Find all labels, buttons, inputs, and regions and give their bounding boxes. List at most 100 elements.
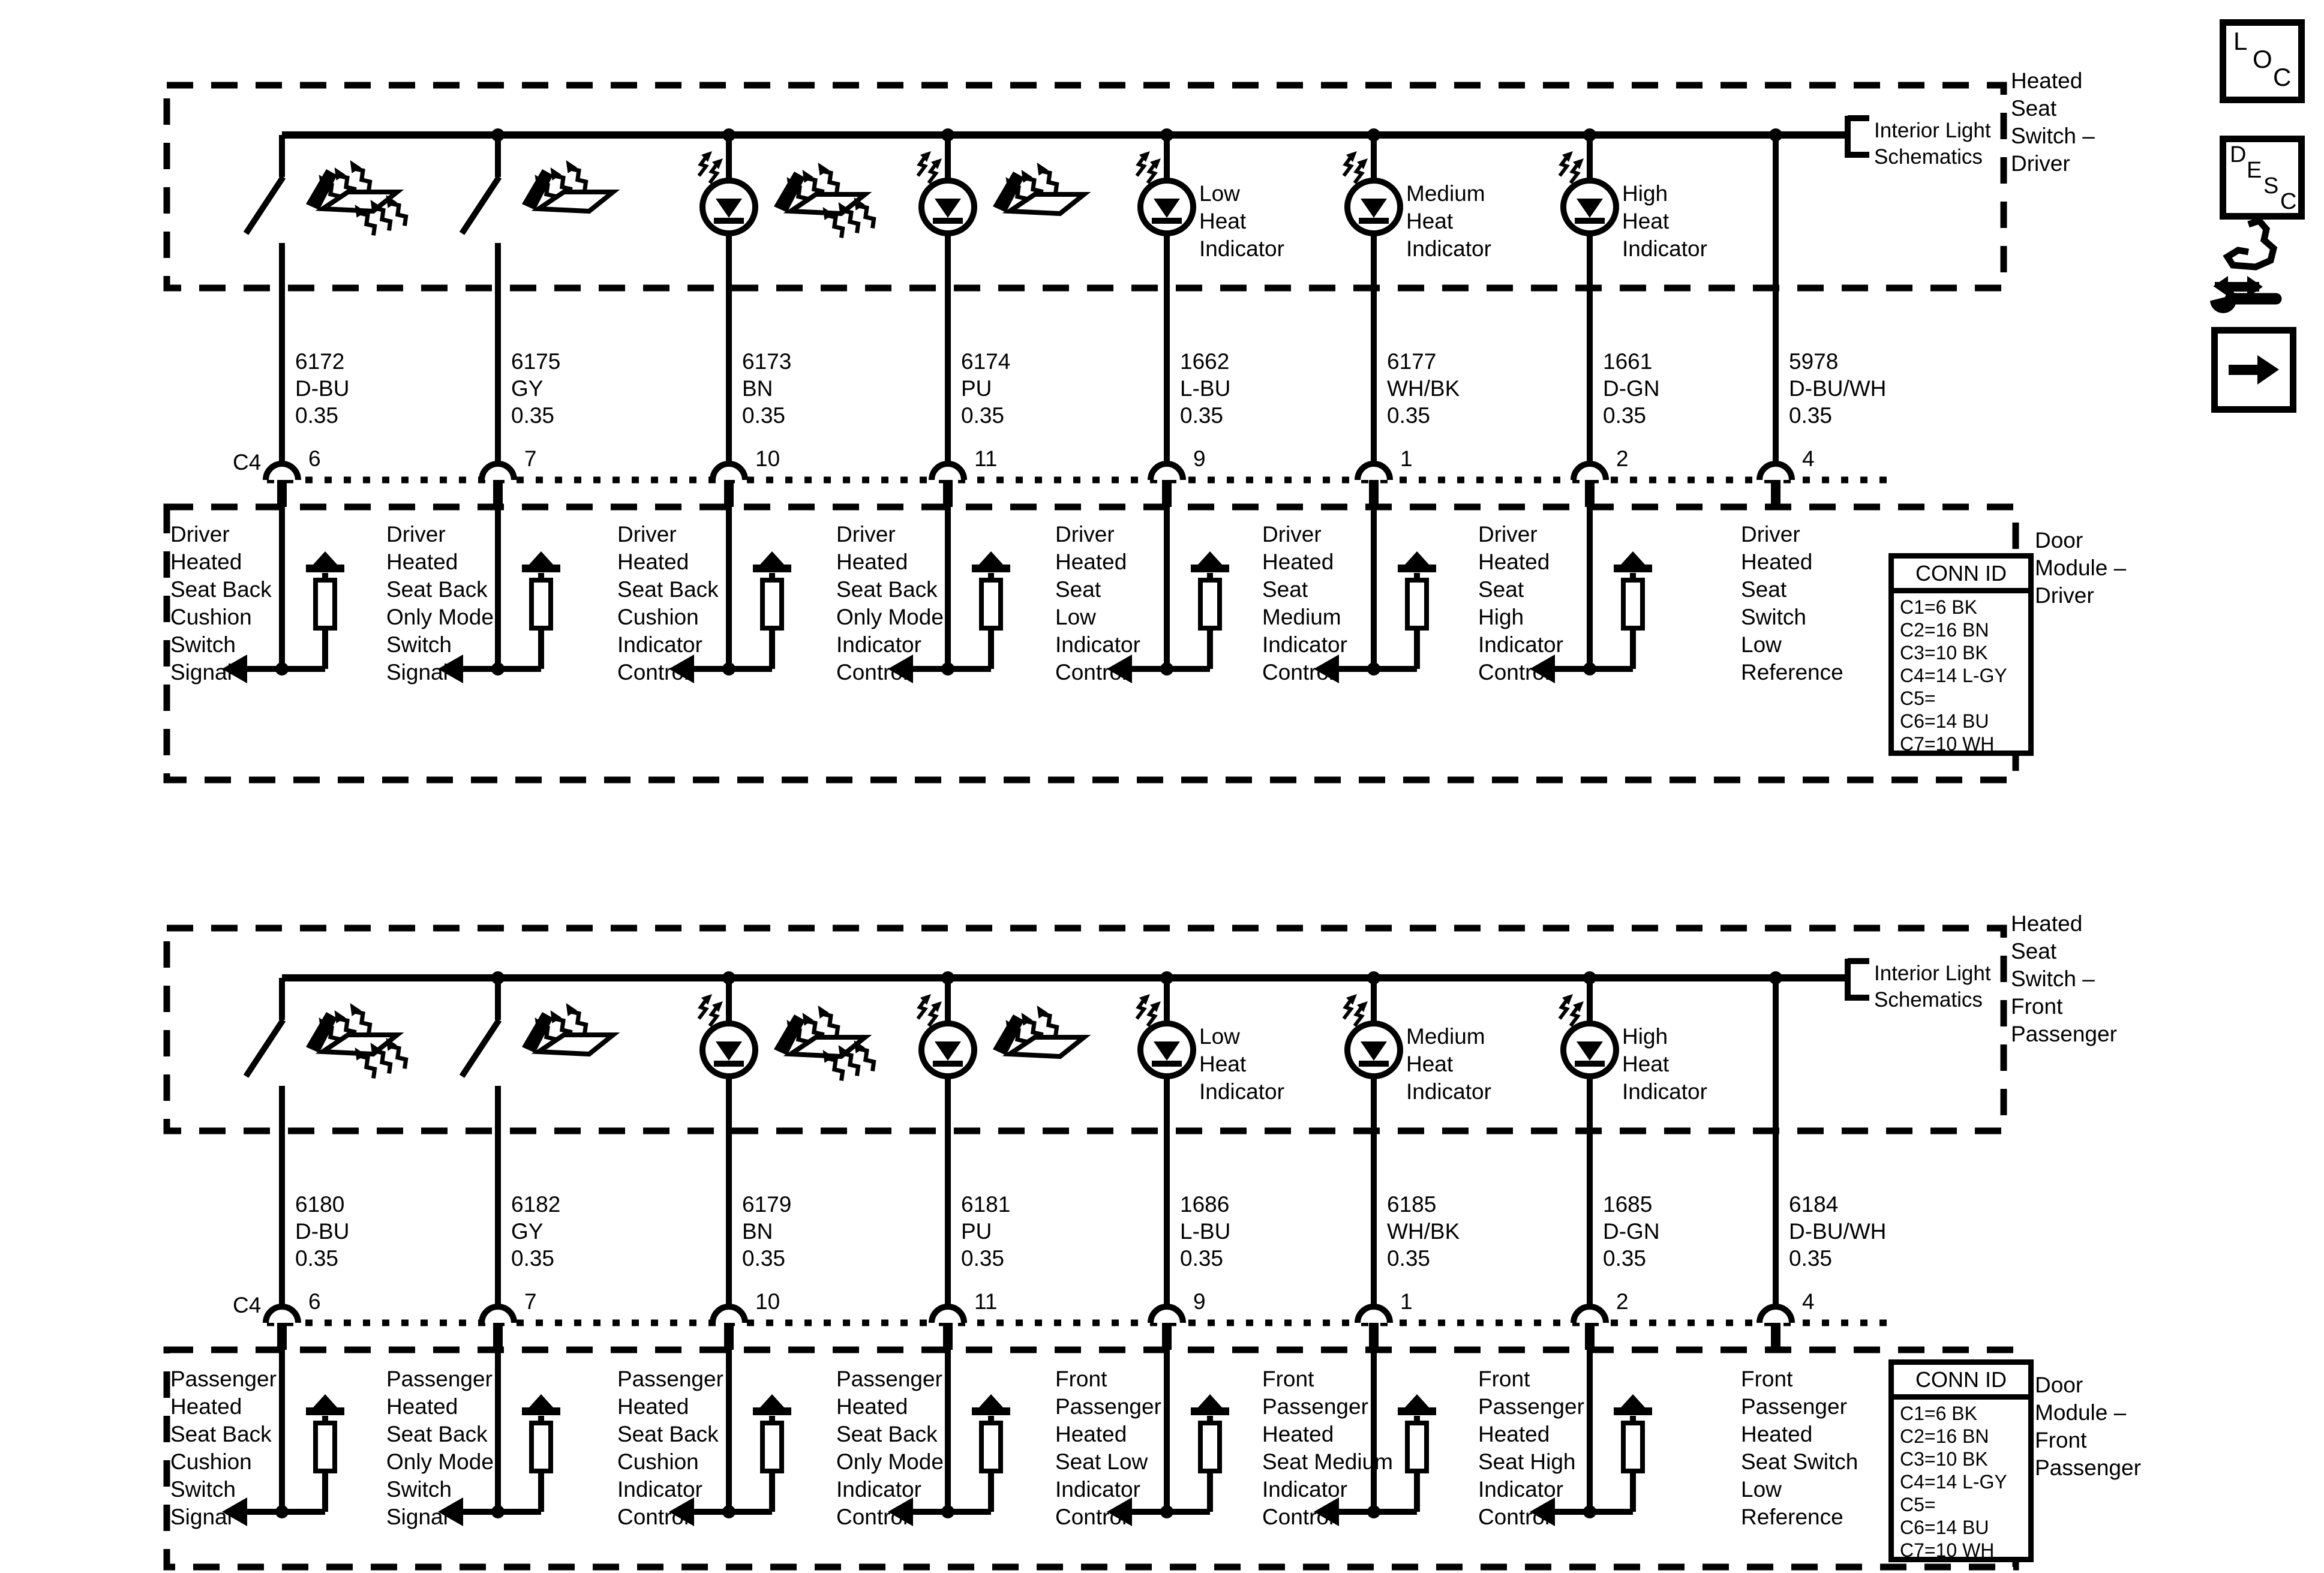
wire-label: 6172 D-BU 0.35 (295, 349, 350, 428)
desc-letter: S (2263, 173, 2279, 199)
conn-id-title: CONN ID (1894, 1365, 2028, 1400)
heated-seat-back-only-icon (993, 1002, 1084, 1056)
pin-number: 11 (974, 446, 998, 471)
heated-seat-full-icon (774, 160, 878, 240)
conn-id-row: C1=6 BK (1900, 1403, 1977, 1424)
wire-label: 6182 GY 0.35 (511, 1192, 561, 1271)
wire-label: 1661 D-GN 0.35 (1603, 349, 1660, 428)
wire-label: 6174 PU 0.35 (961, 349, 1011, 428)
wire-label: 6177 WH/BK 0.35 (1387, 349, 1460, 428)
next-page-button[interactable] (2211, 327, 2296, 413)
module-function-label: Driver Heated Seat Medium Indicator Cont… (1262, 522, 1347, 685)
module-function-label: Front Passenger Heated Seat Switch Low R… (1741, 1367, 1858, 1529)
indicator-label: Medium Heat Indicator (1406, 1024, 1491, 1104)
conn-id-row: C4=14 L-GY (1900, 665, 2007, 686)
module-function-label: Front Passenger Heated Seat Medium Indic… (1262, 1367, 1393, 1529)
pin-number: 7 (524, 1289, 537, 1314)
pin-number: 1 (1400, 1289, 1413, 1314)
wire-label: 5978 D-BU/WH 0.35 (1789, 349, 1887, 428)
indicator-label: Low Heat Indicator (1199, 181, 1284, 261)
indicator-label: Medium Heat Indicator (1406, 181, 1491, 261)
conn-id-row: C6=14 BU (1900, 1517, 1989, 1538)
connector-pin-icon (1358, 464, 1390, 507)
conn-id-row: C2=16 BN (1900, 619, 1989, 641)
connector-pin-icon (932, 1307, 964, 1350)
conn-id-table: CONN ID C1=6 BK C2=16 BN C3=10 BK C4=14 … (1888, 1359, 2034, 1562)
conn-id-row: C7=10 WH (1900, 733, 1995, 755)
connector-pin-icon (932, 464, 964, 507)
wire-label: 6181 PU 0.35 (961, 1192, 1011, 1271)
desc-letter: D (2230, 142, 2247, 167)
pin-number: 2 (1616, 446, 1629, 471)
indicator-label: Low Heat Indicator (1199, 1024, 1284, 1104)
loc-letter: L (2233, 27, 2248, 55)
module-function-label: Passenger Heated Seat Back Only Mode Swi… (386, 1367, 494, 1529)
indicator-label: High Heat Indicator (1622, 181, 1707, 261)
module-function-label: Passenger Heated Seat Back Cushion Switc… (170, 1367, 277, 1529)
conn-id-title: CONN ID (1894, 559, 2028, 593)
indicator-label: High Heat Indicator (1622, 1024, 1707, 1104)
pin-number: 1 (1400, 446, 1413, 471)
connector-pin-icon (266, 464, 298, 507)
module-function-label: Driver Heated Seat Back Cushion Switch S… (170, 522, 272, 685)
connector-pin-icon (266, 1307, 298, 1350)
heated-seat-back-only-icon (522, 1000, 613, 1054)
heated-seat-back-only-icon (993, 160, 1084, 214)
right-arrow-icon (2229, 355, 2279, 385)
pin-number: 6 (308, 1289, 321, 1314)
switch-icon (462, 135, 499, 463)
connector-pin-icon (713, 464, 745, 507)
conn-id-row: C2=16 BN (1900, 1425, 1989, 1447)
pin-number: 7 (524, 446, 537, 471)
switch-icon (462, 978, 499, 1306)
connector-pin-icon (1759, 464, 1792, 507)
heated-seat-back-only-icon (522, 157, 613, 211)
conn-id-table: CONN ID C1=6 BK C2=16 BN C3=10 BK C4=14 … (1888, 553, 2034, 756)
wire-label: 1685 D-GN 0.35 (1603, 1192, 1660, 1271)
offpage-reference-label: Interior Light Schematics (1874, 962, 1991, 1011)
conn-id-row: C3=10 BK (1900, 642, 1988, 664)
offpage-reference-label: Interior Light Schematics (1874, 119, 1991, 169)
connector-pin-icon (1574, 464, 1606, 507)
connector-pin-icon (1151, 1307, 1183, 1350)
conn-id-row: C5= (1900, 1494, 1936, 1515)
module-box-title: Door Module – Driver (2035, 528, 2127, 608)
driver-section-graphics (163, 82, 2019, 784)
module-function-label: Driver Heated Seat Back Cushion Indicato… (617, 522, 719, 685)
connector-pin-icon (482, 1307, 514, 1350)
conn-id-row: C4=14 L-GY (1900, 1471, 2007, 1493)
pin-number: 4 (1802, 446, 1815, 471)
conn-id-row: C7=10 WH (1900, 1539, 1995, 1561)
module-function-label: Driver Heated Seat Switch Low Reference (1741, 522, 1843, 685)
module-function-label: Driver Heated Seat High Indicator Contro… (1478, 522, 1563, 685)
switch-box-title: Heated Seat Switch – Driver (2011, 68, 2095, 176)
module-function-label: Driver Heated Seat Back Only Mode Indica… (836, 522, 944, 685)
switch-icon (246, 135, 283, 463)
pin-number: 9 (1193, 446, 1206, 471)
heated-seat-switch-driver-box (163, 82, 2007, 292)
heated-seat-full-icon (774, 1002, 878, 1083)
wire-label: 6180 D-BU 0.35 (295, 1192, 350, 1271)
connector-pin-icon (1574, 1307, 1606, 1350)
service-info-icon[interactable] (2209, 217, 2282, 313)
wire-label: 6175 GY 0.35 (511, 349, 561, 428)
connector-pin-icon (713, 1307, 745, 1350)
loc-letter: C (2273, 63, 2292, 91)
pin-number: 9 (1193, 1289, 1206, 1314)
pin-number: 11 (974, 1289, 998, 1314)
loc-letter: O (2253, 45, 2272, 73)
wire-label: 1662 L-BU 0.35 (1180, 349, 1231, 428)
connector-designator: C4 (233, 450, 262, 475)
desc-button[interactable]: D E S C (2220, 136, 2305, 220)
connector-pin-icon (1151, 464, 1183, 507)
heated-seat-switch-passenger-box (163, 924, 2007, 1134)
wire-label: 6184 D-BU/WH 0.35 (1789, 1192, 1887, 1271)
conn-id-row: C5= (1900, 688, 1936, 709)
pin-number: 10 (755, 1289, 780, 1314)
offpage-bracket-icon (1848, 116, 1869, 158)
desc-letter: C (2280, 189, 2297, 214)
connector-pin-icon (482, 464, 514, 507)
loc-button[interactable]: L O C (2220, 19, 2305, 103)
